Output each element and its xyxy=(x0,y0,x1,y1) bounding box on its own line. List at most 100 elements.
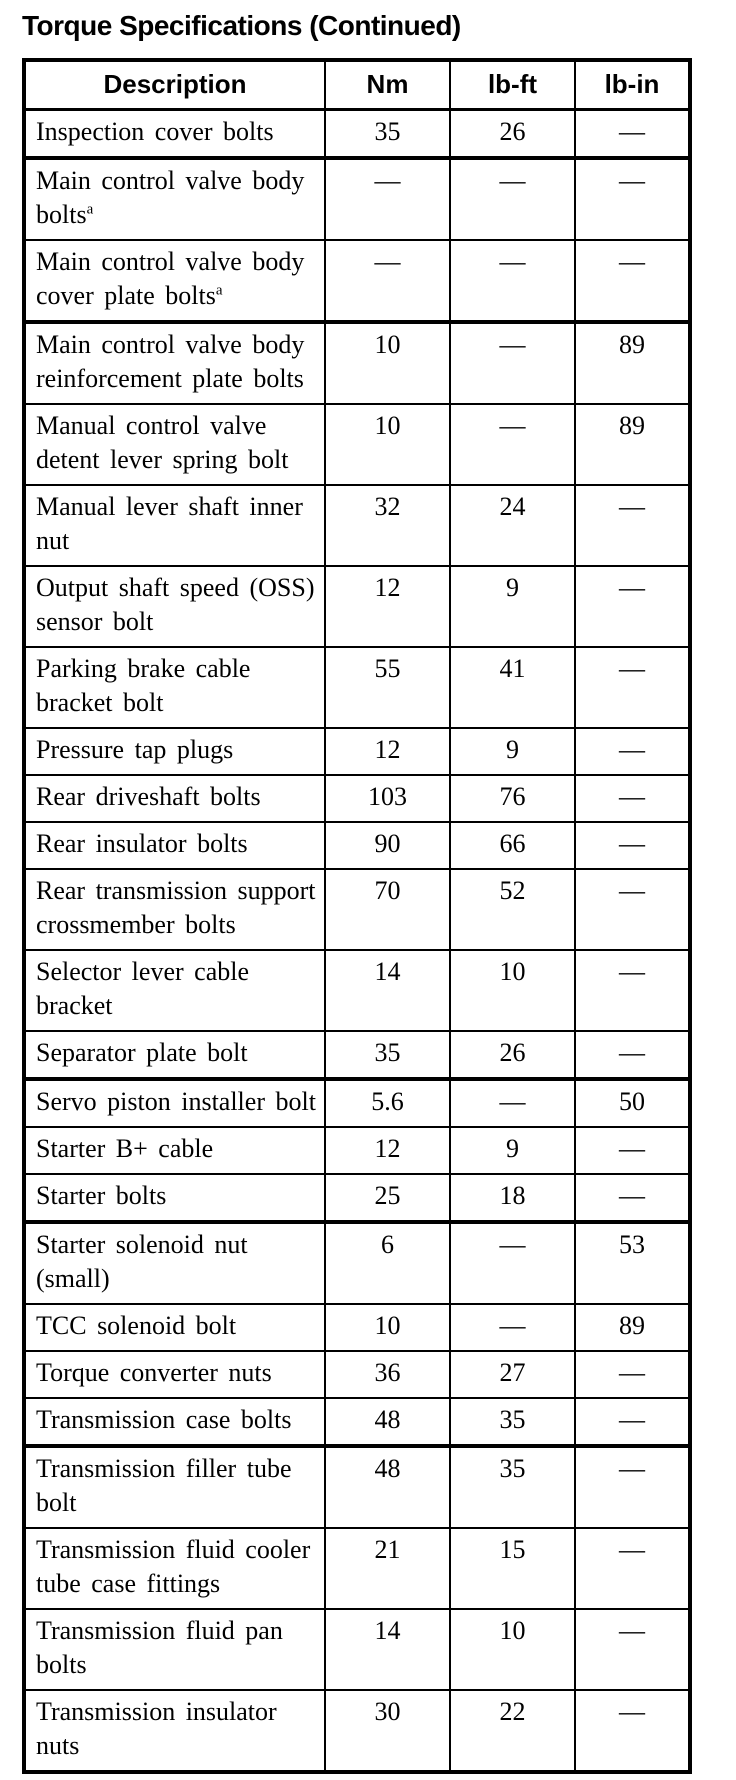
description-text: Inspection cover bolts xyxy=(36,117,274,146)
description-text: Transmission insulator nuts xyxy=(36,1697,277,1760)
description-text: Rear transmission support crossmember bo… xyxy=(36,876,316,939)
cell-lb-in-value: — xyxy=(574,1689,691,1773)
cell-description: Transmission case bolts xyxy=(23,1397,326,1448)
cell-lb-in-value: — xyxy=(574,774,691,823)
cell-description: Starter solenoid nut (small) xyxy=(23,1221,326,1305)
table-row: Rear insulator bolts 90 66 — xyxy=(23,821,691,870)
cell-nm-value: 14 xyxy=(324,1608,451,1691)
cell-description: TCC solenoid bolt xyxy=(23,1303,326,1352)
table-row: Rear transmission support crossmember bo… xyxy=(23,868,691,951)
description-text: Pressure tap plugs xyxy=(36,735,234,764)
cell-nm-value: 5.6 xyxy=(324,1078,451,1128)
table-row: Pressure tap plugs 12 9 — xyxy=(23,727,691,776)
col-header-nm: Nm xyxy=(324,59,451,111)
cell-lb-in-value: — xyxy=(574,1397,691,1448)
table-row: Separator plate bolt 35 26 — xyxy=(23,1030,691,1081)
cell-lb-ft-value: — xyxy=(449,1303,576,1352)
cell-description: Starter bolts xyxy=(23,1173,326,1224)
cell-lb-ft-value: — xyxy=(449,1221,576,1305)
torque-specifications-table: Description Nm lb-ft lb-in Inspection co… xyxy=(22,58,692,1774)
cell-lb-in-value: — xyxy=(574,727,691,776)
cell-lb-ft-value: 26 xyxy=(449,1030,576,1081)
cell-nm-value: 55 xyxy=(324,646,451,729)
cell-description: Torque converter nuts xyxy=(23,1350,326,1399)
table-row: Inspection cover bolts 35 26 — xyxy=(23,108,691,160)
table-row: Main control valve body cover plate bolt… xyxy=(23,239,691,324)
cell-description: Transmission fluid pan bolts xyxy=(23,1608,326,1691)
cell-description: Pressure tap plugs xyxy=(23,727,326,776)
table-row: Manual control valve detent lever spring… xyxy=(23,403,691,486)
cell-nm-value: 12 xyxy=(324,565,451,648)
cell-nm-value: 25 xyxy=(324,1173,451,1224)
cell-nm-value: 30 xyxy=(324,1689,451,1773)
cell-lb-ft-value: 41 xyxy=(449,646,576,729)
cell-lb-in-value: — xyxy=(574,1030,691,1081)
cell-lb-in-value: — xyxy=(574,1445,691,1529)
table-row: Transmission filler tube bolt 48 35 — xyxy=(23,1445,691,1529)
table-row: Servo piston installer bolt 5.6 — 50 xyxy=(23,1078,691,1128)
description-text: Parking brake cable bracket bolt xyxy=(36,654,251,717)
description-text: Rear insulator bolts xyxy=(36,829,248,858)
cell-nm-value: 90 xyxy=(324,821,451,870)
table-row: Torque converter nuts 36 27 — xyxy=(23,1350,691,1399)
table-row: Starter bolts 25 18 — xyxy=(23,1173,691,1224)
cell-nm-value: 103 xyxy=(324,774,451,823)
table-row: TCC solenoid bolt 10 — 89 xyxy=(23,1303,691,1352)
cell-description: Main control valve body cover plate bolt… xyxy=(23,239,326,324)
cell-lb-in-value: — xyxy=(574,949,691,1032)
cell-lb-in-value: — xyxy=(574,1173,691,1224)
table-row: Transmission insulator nuts 30 22 — xyxy=(23,1689,691,1773)
description-text: Manual lever shaft inner nut xyxy=(36,492,303,555)
cell-nm-value: 35 xyxy=(324,108,451,160)
description-text: Transmission fluid pan bolts xyxy=(36,1616,283,1679)
cell-description: Inspection cover bolts xyxy=(23,108,326,160)
cell-description: Transmission filler tube bolt xyxy=(23,1445,326,1529)
cell-nm-value: 6 xyxy=(324,1221,451,1305)
cell-lb-in-value: — xyxy=(574,484,691,567)
cell-description: Output shaft speed (OSS) sensor bolt xyxy=(23,565,326,648)
table-body: Inspection cover bolts 35 26 — Main cont… xyxy=(23,108,691,1773)
table-row: Selector lever cable bracket 14 10 — xyxy=(23,949,691,1032)
table-header-row: Description Nm lb-ft lb-in xyxy=(23,59,691,111)
cell-lb-in-value: — xyxy=(574,821,691,870)
description-text: Selector lever cable bracket xyxy=(36,957,249,1020)
cell-nm-value: 21 xyxy=(324,1527,451,1610)
cell-lb-ft-value: 66 xyxy=(449,821,576,870)
table-row: Rear driveshaft bolts 103 76 — xyxy=(23,774,691,823)
table-header: Description Nm lb-ft lb-in xyxy=(23,59,691,111)
cell-lb-ft-value: — xyxy=(449,321,576,405)
cell-description: Servo piston installer bolt xyxy=(23,1078,326,1128)
cell-nm-value: 10 xyxy=(324,1303,451,1352)
cell-lb-in-value: — xyxy=(574,157,691,241)
cell-lb-ft-value: 35 xyxy=(449,1445,576,1529)
table-row: Main control valve body reinforcement pl… xyxy=(23,321,691,405)
col-header-description: Description xyxy=(23,59,326,111)
cell-lb-in-value: 89 xyxy=(574,321,691,405)
cell-lb-ft-value: 18 xyxy=(449,1173,576,1224)
cell-nm-value: 32 xyxy=(324,484,451,567)
cell-lb-in-value: — xyxy=(574,108,691,160)
cell-lb-in-value: — xyxy=(574,1608,691,1691)
cell-lb-ft-value: 76 xyxy=(449,774,576,823)
table-row: Starter B+ cable 12 9 — xyxy=(23,1126,691,1175)
cell-lb-ft-value: 27 xyxy=(449,1350,576,1399)
cell-lb-in-value: — xyxy=(574,239,691,324)
cell-description: Rear driveshaft bolts xyxy=(23,774,326,823)
description-text: Transmission fluid cooler tube case fitt… xyxy=(36,1535,311,1598)
description-text: Manual control valve detent lever spring… xyxy=(36,411,289,474)
cell-lb-in-value: — xyxy=(574,1350,691,1399)
cell-lb-ft-value: 24 xyxy=(449,484,576,567)
table-row: Manual lever shaft inner nut 32 24 — xyxy=(23,484,691,567)
cell-description: Rear transmission support crossmember bo… xyxy=(23,868,326,951)
document-page: Torque Specifications (Continued) Descri… xyxy=(22,10,714,1774)
cell-description: Transmission fluid cooler tube case fitt… xyxy=(23,1527,326,1610)
cell-description: Parking brake cable bracket bolt xyxy=(23,646,326,729)
cell-lb-in-value: — xyxy=(574,565,691,648)
cell-nm-value: 35 xyxy=(324,1030,451,1081)
cell-nm-value: 10 xyxy=(324,403,451,486)
cell-lb-in-value: — xyxy=(574,1126,691,1175)
cell-lb-ft-value: 10 xyxy=(449,949,576,1032)
cell-nm-value: — xyxy=(324,157,451,241)
cell-lb-ft-value: — xyxy=(449,239,576,324)
cell-description: Separator plate bolt xyxy=(23,1030,326,1081)
